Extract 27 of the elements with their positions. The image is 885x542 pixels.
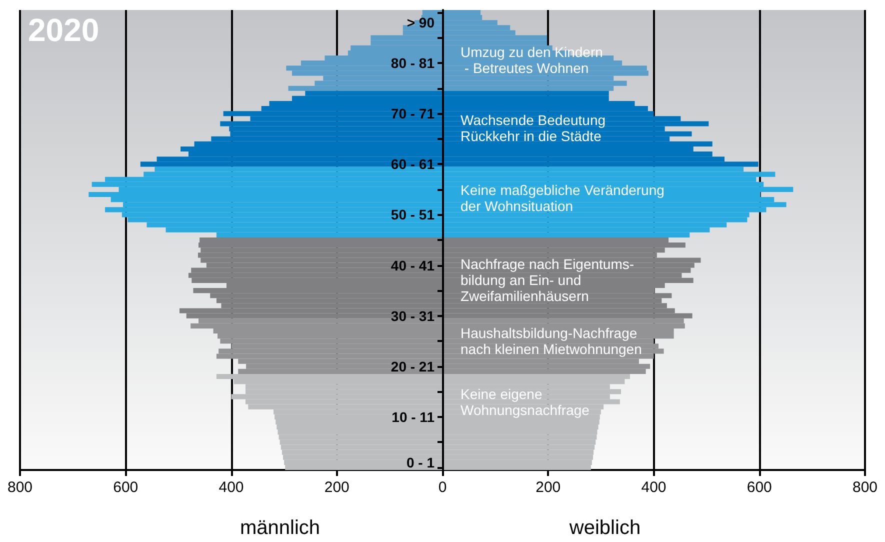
y-tick-label: 10 - 11 <box>392 408 435 425</box>
annotation: Keine maßgebliche Veränderung der Wohnsituation <box>460 182 664 214</box>
y-tick-label: 70 - 71 <box>390 106 435 122</box>
y-tick-label: 30 - 31 <box>390 308 435 324</box>
y-tick-label: 0 - 1 <box>406 454 435 470</box>
annotation: Haushaltsbildung-Nachfrage nach kleinen Mietwohnungen <box>460 325 642 357</box>
y-tick-label: > 90 <box>406 14 435 31</box>
y-tick-label: 60 - 61 <box>390 156 435 172</box>
chart-title: 2020 <box>28 12 100 48</box>
y-tick-label: 40 - 41 <box>390 257 435 274</box>
x-tick-label: 400 <box>641 479 666 496</box>
x-tick-label: 600 <box>746 479 772 496</box>
text: männlich <box>240 517 320 539</box>
annotation: Keine eigene Wohnungsnachfrage <box>460 386 590 418</box>
x-tick-label: 200 <box>536 479 561 496</box>
text: weiblich <box>568 517 641 539</box>
y-tick-label: 50 - 51 <box>390 206 435 223</box>
annotation: Nachfrage nach Eigentums- bildung an Ein- und Zweifamilienhäusern <box>460 256 634 304</box>
x-tick-label: 0 <box>438 479 447 496</box>
x-tick-label: 400 <box>218 479 244 496</box>
x-tick-label: 800 <box>852 479 878 496</box>
y-tick-label: 80 - 81 <box>390 55 435 72</box>
annotation: Wachsende Bedeutung Rückkehr in die Städte <box>460 112 606 144</box>
y-tick-label: 20 - 21 <box>390 358 435 374</box>
x-tick-label: 800 <box>7 479 33 496</box>
x-tick-label: 600 <box>113 479 138 496</box>
x-tick-label: 200 <box>324 479 350 496</box>
